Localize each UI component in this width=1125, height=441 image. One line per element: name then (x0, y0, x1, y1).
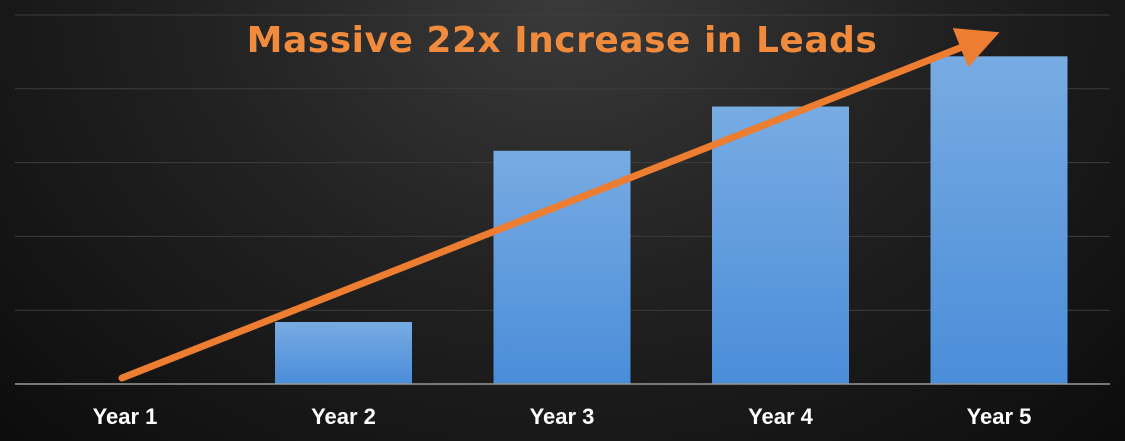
x-tick-label: Year 1 (93, 404, 158, 429)
bar-year-4 (712, 106, 849, 385)
bar-year-2 (275, 322, 412, 384)
chart-title: Massive 22x Increase in Leads (247, 20, 878, 61)
x-tick-label: Year 3 (530, 404, 595, 429)
bars (275, 56, 1068, 385)
x-tick-label: Year 4 (748, 404, 814, 429)
x-tick-label: Year 5 (967, 404, 1032, 429)
x-tick-label: Year 2 (311, 404, 376, 429)
bar-year-5 (930, 56, 1068, 384)
trend-arrow-line (118, 28, 1000, 382)
trend-arrow (118, 28, 1000, 382)
x-tick-labels: Year 1 Year 2 Year 3 Year 4 Year 5 (93, 404, 1032, 429)
